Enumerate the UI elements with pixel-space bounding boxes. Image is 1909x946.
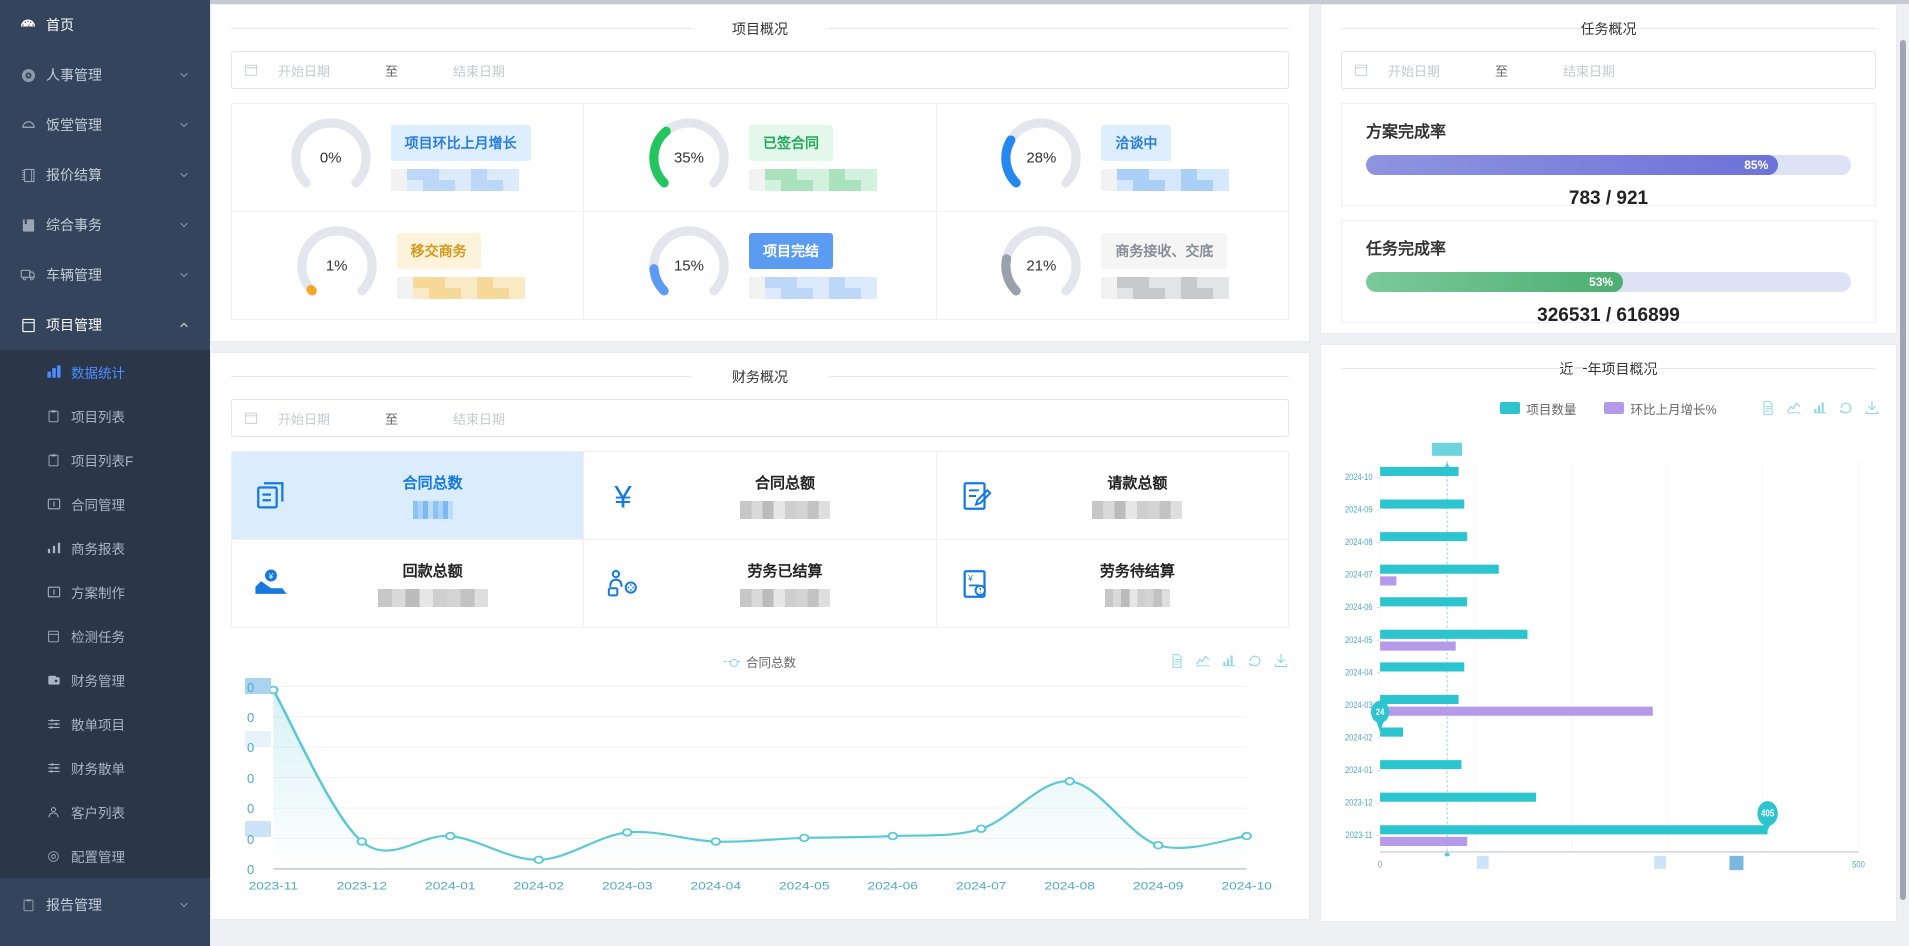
svg-text:2024-08: 2024-08 (1044, 880, 1095, 892)
svg-text:2024-08: 2024-08 (1345, 536, 1373, 547)
svg-text:2024-07: 2024-07 (1345, 569, 1373, 580)
svg-text:2024-01: 2024-01 (425, 880, 476, 892)
svg-text:2023-12: 2023-12 (337, 880, 388, 892)
svg-text:2024-05: 2024-05 (779, 880, 830, 892)
svg-text:2024-07: 2024-07 (956, 880, 1007, 892)
svg-text:2024-10: 2024-10 (1345, 471, 1373, 482)
svg-text:2024-04: 2024-04 (1345, 667, 1373, 678)
svg-text:2024-10: 2024-10 (1221, 880, 1272, 892)
svg-text:405: 405 (1761, 808, 1774, 819)
svg-text:2024-09: 2024-09 (1133, 880, 1184, 892)
svg-text:2024-02: 2024-02 (514, 880, 565, 892)
svg-text:2024-06: 2024-06 (1345, 602, 1373, 613)
svg-text:¥: ¥ (268, 570, 274, 580)
svg-text:¥: ¥ (614, 479, 633, 513)
svg-text:2024-01: 2024-01 (1345, 764, 1373, 775)
svg-text:2024-02: 2024-02 (1345, 732, 1373, 743)
svg-text:2024-06: 2024-06 (867, 880, 918, 892)
svg-text:2023-11: 2023-11 (249, 880, 299, 892)
svg-text:2024-03: 2024-03 (602, 880, 653, 892)
svg-text:2024-09: 2024-09 (1345, 504, 1373, 515)
svg-text:2024-04: 2024-04 (691, 880, 742, 892)
svg-text:2024-05: 2024-05 (1345, 634, 1373, 645)
svg-text:24: 24 (1376, 706, 1385, 717)
svg-text:0: 0 (1378, 859, 1383, 870)
svg-text:¥: ¥ (967, 573, 973, 583)
svg-text:2023-11: 2023-11 (1346, 830, 1373, 841)
svg-text:500: 500 (1852, 859, 1865, 870)
svg-text:2024-03: 2024-03 (1345, 699, 1373, 710)
svg-text:2023-12: 2023-12 (1345, 797, 1373, 808)
